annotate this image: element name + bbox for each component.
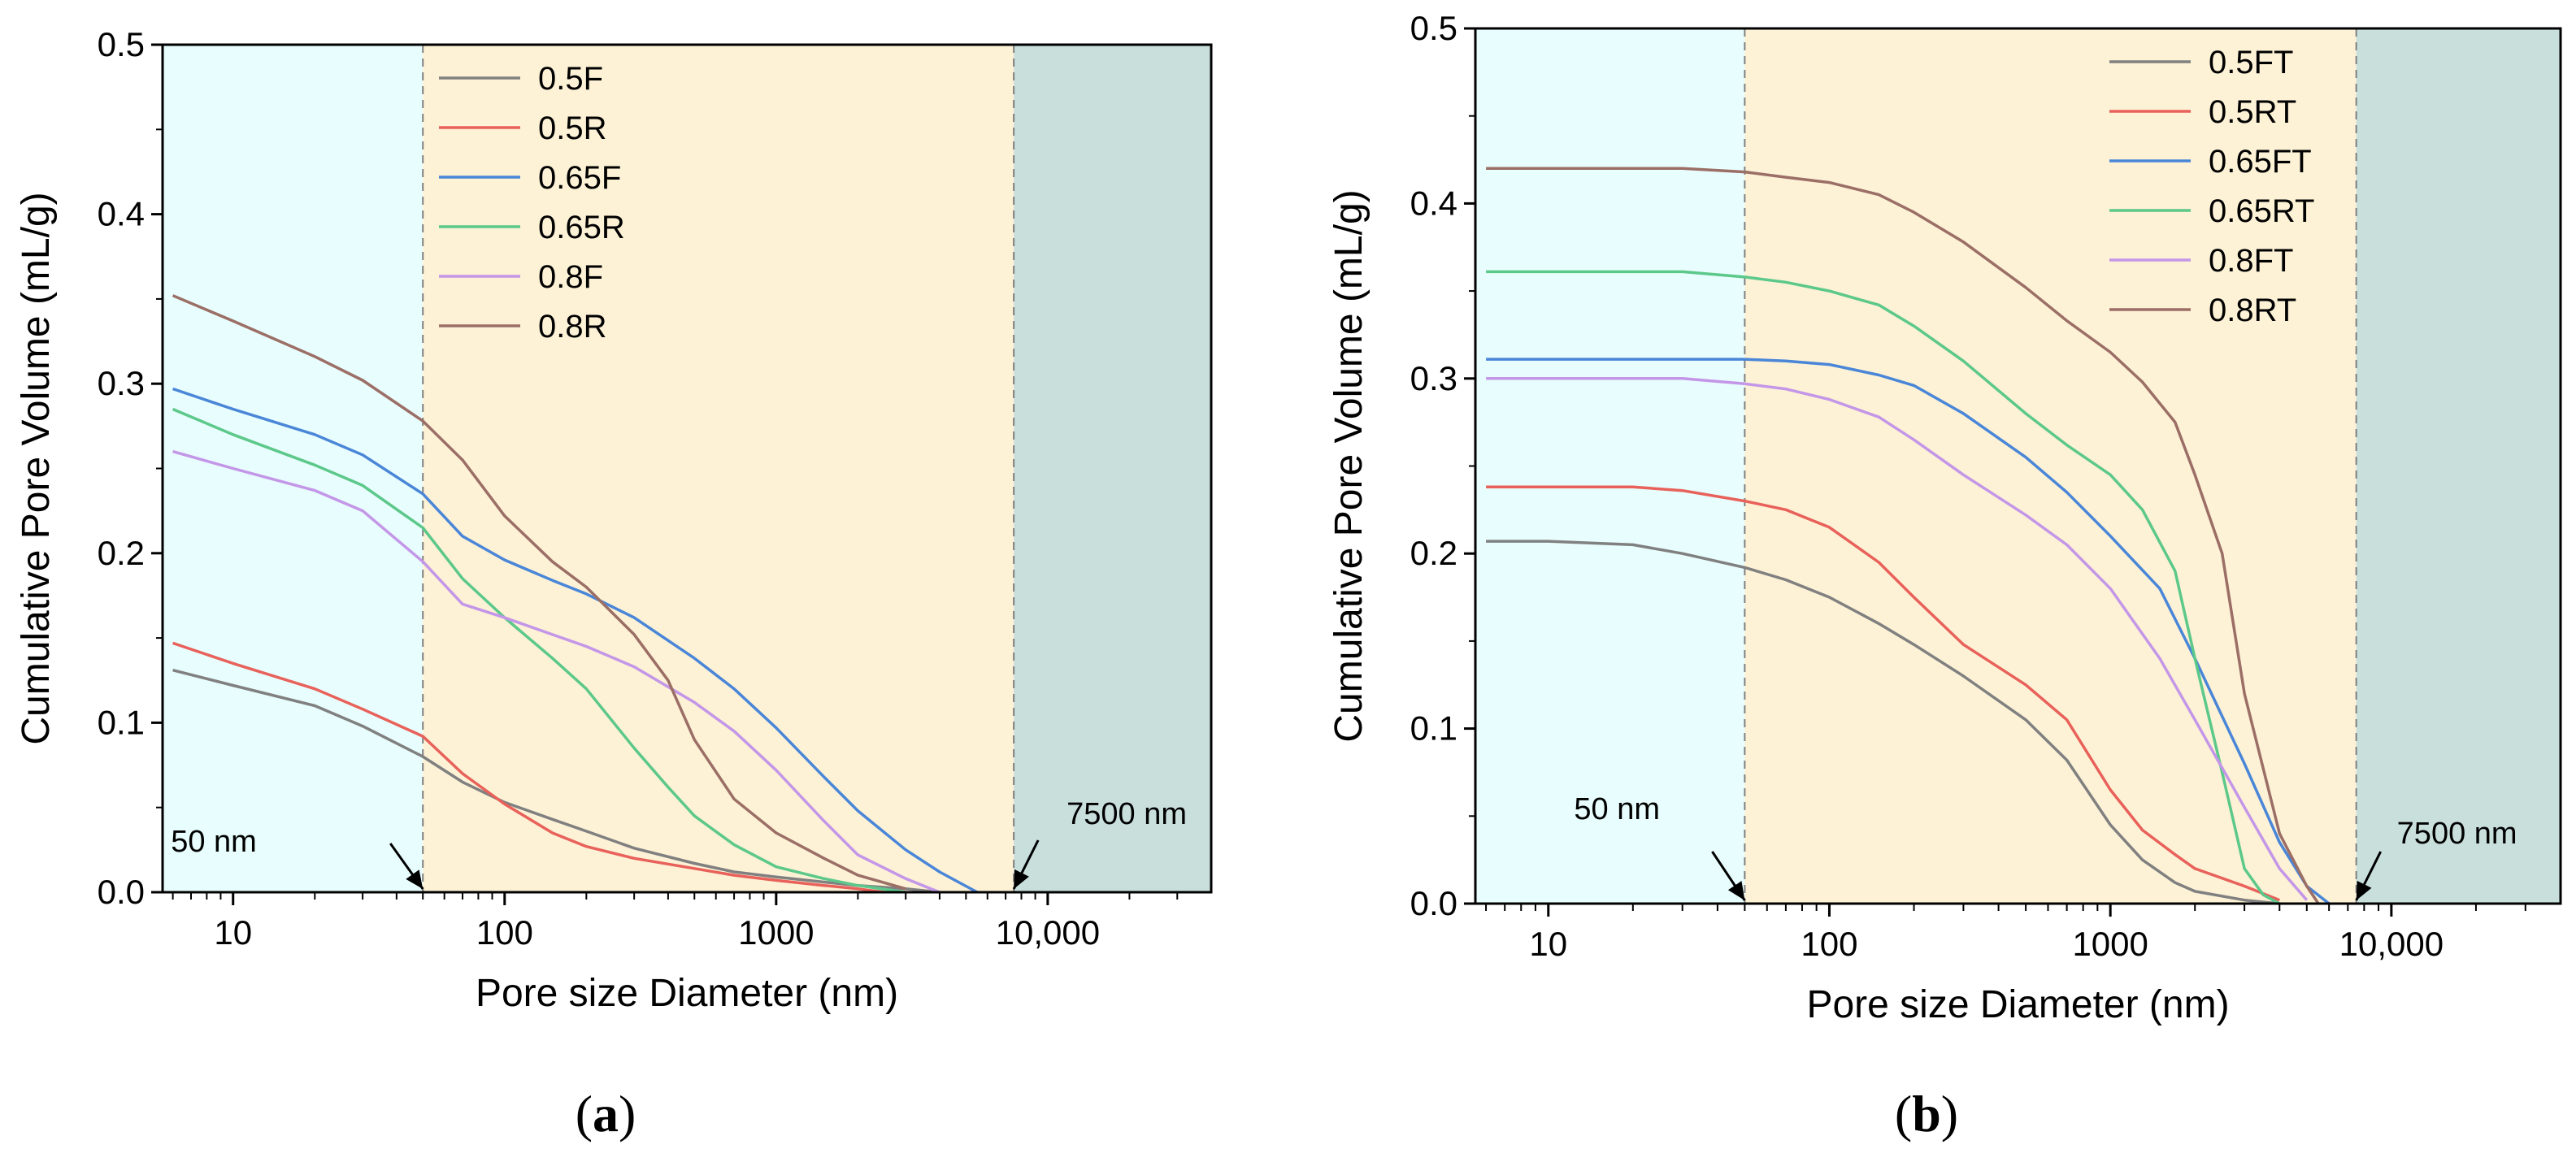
x-tick-label: 10 (214, 913, 252, 952)
series-line-0.65R (172, 407, 906, 894)
y-tick-label: 0.0 (1410, 884, 1457, 922)
series-line-0.5FT (1486, 540, 2280, 905)
x-axis-title: Pore size Diameter (nm) (476, 972, 898, 1015)
y-tick-label: 0.2 (1410, 534, 1457, 572)
annotation-label: 50 nm (1574, 792, 1660, 826)
legend-label-0.8R: 0.8R (538, 309, 607, 345)
panel-label-letter: a (593, 1085, 619, 1142)
annotation-arrow-head (1014, 869, 1029, 889)
series-line-0.5RT (1486, 485, 2280, 902)
series-line-0.8FT (1486, 377, 2309, 901)
series-line-0.5F (172, 669, 940, 894)
panel-label-close: ) (619, 1085, 636, 1142)
region-band-0 (1475, 28, 1745, 904)
series-line-0.8F (172, 449, 940, 894)
panel-label: (a) (576, 1085, 636, 1142)
x-tick-label: 100 (476, 913, 533, 952)
legend-label-0.65R: 0.65R (538, 210, 625, 245)
annotation-arrow-head (406, 869, 424, 889)
annotation-arrow-head (1727, 881, 1745, 900)
legend-label-0.5F: 0.5F (538, 61, 603, 97)
y-tick-label: 0.2 (98, 534, 145, 572)
x-tick-label: 10,000 (996, 913, 1100, 952)
panel-label-open: ( (576, 1085, 593, 1142)
region-band-0 (163, 45, 424, 892)
y-tick-label: 0.5 (98, 25, 145, 63)
legend-label-0.5R: 0.5R (538, 111, 607, 146)
region-band-1 (423, 45, 1014, 892)
x-axis-title: Pore size Diameter (nm) (1806, 983, 2229, 1026)
series-line-0.8RT (1486, 167, 2320, 904)
annotation-label: 50 nm (171, 825, 257, 859)
x-tick-label: 1000 (738, 913, 814, 952)
legend-label-0.65FT: 0.65FT (2209, 144, 2312, 180)
legend-label-0.8F: 0.8F (538, 259, 603, 295)
panel-label-open: ( (1895, 1085, 1912, 1142)
x-tick-label: 100 (1801, 925, 1857, 963)
annotation-label: 7500 nm (2397, 817, 2517, 851)
y-tick-label: 0.1 (98, 703, 145, 741)
legend-label-0.65RT: 0.65RT (2209, 193, 2314, 229)
y-tick-label: 0.1 (1410, 709, 1457, 748)
annotation-arrow-head (2356, 880, 2372, 900)
panel-label: (b) (1895, 1085, 1958, 1142)
legend-label-0.5FT: 0.5FT (2209, 45, 2293, 80)
legend-label-0.8RT: 0.8RT (2209, 293, 2296, 328)
y-tick-label: 0.3 (98, 364, 145, 402)
series-line-0.65RT (1486, 270, 2281, 905)
y-tick-label: 0.4 (98, 195, 145, 233)
series-line-0.5R (172, 641, 885, 894)
region-band-2 (1014, 45, 1211, 892)
annotation-label: 7500 nm (1066, 797, 1187, 831)
series-line-0.8R (172, 294, 906, 891)
y-axis-title: Cumulative Pore Volume (mL/g) (15, 192, 58, 744)
chart-panel-b: 0.0 0.1 0.2 0.3 0.4 0.5 10 100 1000 10,000 Pore si… (1327, 9, 2562, 1142)
chart-panel-a: 0.0 0.1 0.2 0.3 0.4 0.5 10 100 1000 10,000 Pore si… (15, 25, 1213, 1142)
legend-label-0.5RT: 0.5RT (2209, 94, 2296, 130)
panel-label-letter: b (1912, 1085, 1941, 1142)
y-axis-title: Cumulative Pore Volume (mL/g) (1327, 189, 1371, 742)
region-band-2 (2356, 28, 2561, 904)
legend-label-0.65F: 0.65F (538, 160, 621, 196)
panel-label-close: ) (1941, 1085, 1958, 1142)
x-tick-label: 10 (1529, 925, 1567, 963)
y-tick-label: 0.5 (1410, 9, 1457, 47)
y-tick-label: 0.0 (98, 873, 145, 911)
y-tick-label: 0.4 (1410, 184, 1457, 222)
legend-label-0.8FT: 0.8FT (2209, 243, 2293, 279)
x-tick-label: 1000 (2072, 925, 2148, 963)
x-tick-label: 10,000 (2339, 925, 2444, 963)
region-band-1 (1744, 28, 2357, 904)
series-line-0.65FT (1486, 358, 2331, 905)
series-line-0.65F (172, 387, 979, 894)
y-tick-label: 0.3 (1410, 359, 1457, 397)
